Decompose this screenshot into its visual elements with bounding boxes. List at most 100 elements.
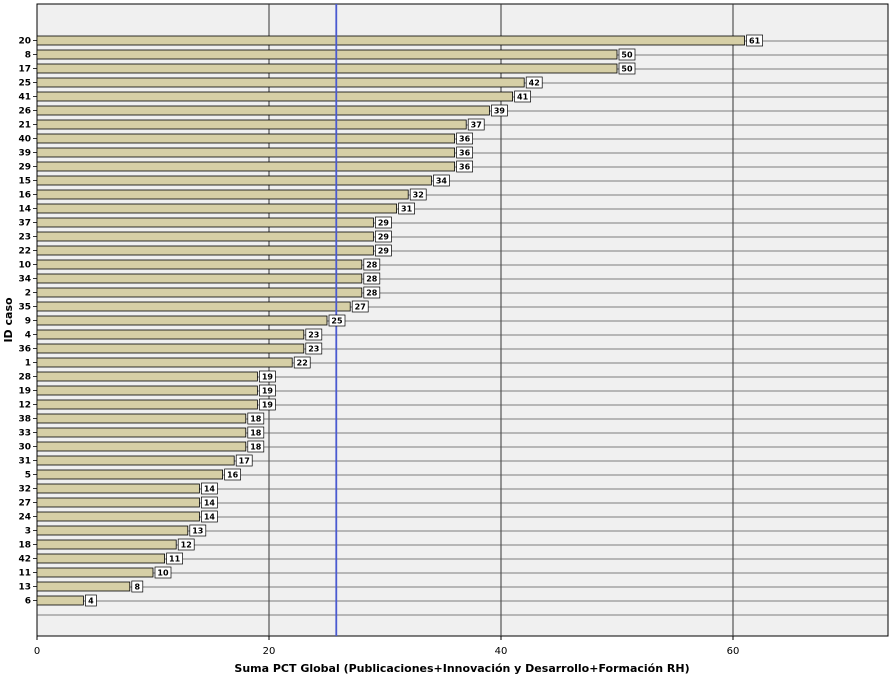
y-tick-label: 16 bbox=[18, 191, 31, 201]
data-label: 14 bbox=[204, 513, 216, 522]
y-tick-label: 39 bbox=[18, 149, 31, 159]
y-tick-label: 40 bbox=[18, 135, 31, 145]
bar bbox=[36, 413, 247, 424]
y-tick-label: 3 bbox=[25, 527, 31, 537]
bar bbox=[36, 497, 200, 508]
bar bbox=[36, 427, 247, 438]
data-label: 23 bbox=[308, 345, 319, 354]
data-label-box bbox=[514, 90, 531, 103]
data-label: 19 bbox=[262, 401, 274, 410]
data-label-box bbox=[166, 552, 183, 565]
data-label: 17 bbox=[239, 457, 250, 466]
y-tick-label: 25 bbox=[18, 79, 31, 89]
data-label-box bbox=[201, 510, 218, 523]
y-tick-label: 37 bbox=[18, 219, 31, 229]
y-tick-label: 11 bbox=[18, 569, 31, 579]
bar bbox=[36, 175, 432, 186]
y-tick-label: 6 bbox=[25, 597, 31, 607]
y-tick-label: 41 bbox=[18, 93, 31, 103]
data-label: 29 bbox=[378, 233, 390, 242]
data-label-box bbox=[259, 370, 276, 383]
data-label-box bbox=[363, 272, 381, 285]
data-label: 61 bbox=[749, 37, 761, 46]
bar bbox=[36, 231, 374, 242]
y-tick-label: 15 bbox=[18, 177, 31, 187]
bar bbox=[36, 77, 525, 88]
y-axis-title: ID caso bbox=[2, 297, 15, 343]
bar bbox=[36, 63, 618, 74]
y-tick-label: 12 bbox=[18, 401, 31, 411]
x-tick-label: 20 bbox=[263, 646, 276, 657]
bar bbox=[36, 35, 745, 46]
data-label: 28 bbox=[366, 289, 378, 298]
y-tick-label: 24 bbox=[18, 513, 31, 523]
data-label: 36 bbox=[459, 149, 471, 158]
y-tick-label: 9 bbox=[25, 317, 31, 327]
y-tick-label: 31 bbox=[18, 457, 31, 467]
y-tick-label: 36 bbox=[18, 345, 31, 355]
bar bbox=[36, 595, 84, 606]
bar bbox=[36, 567, 154, 578]
data-label: 32 bbox=[413, 191, 424, 200]
bar bbox=[36, 525, 189, 536]
bar bbox=[36, 399, 258, 410]
data-label-box bbox=[398, 202, 415, 215]
data-label-box bbox=[618, 48, 636, 61]
data-label-box bbox=[328, 314, 346, 327]
data-label: 19 bbox=[262, 373, 274, 382]
data-label: 18 bbox=[250, 443, 262, 452]
y-tick-label: 13 bbox=[18, 583, 31, 593]
data-label: 4 bbox=[88, 597, 94, 606]
data-label-box bbox=[363, 258, 381, 271]
data-label-box bbox=[375, 244, 392, 257]
x-tick-labels: 0 20 40 60 bbox=[34, 636, 740, 657]
bar bbox=[36, 371, 258, 382]
y-tick-label: 1 bbox=[25, 359, 31, 369]
data-label: 14 bbox=[204, 485, 216, 494]
x-tick-label: 60 bbox=[727, 646, 740, 657]
bar bbox=[36, 539, 177, 550]
y-tick-label: 2 bbox=[25, 289, 31, 299]
data-label-box bbox=[456, 146, 473, 159]
y-tick-label: 22 bbox=[18, 247, 31, 257]
data-label: 18 bbox=[250, 429, 262, 438]
data-label: 27 bbox=[355, 303, 366, 312]
bar bbox=[36, 385, 258, 396]
bar bbox=[36, 273, 363, 284]
data-label: 19 bbox=[262, 387, 274, 396]
data-label-box bbox=[375, 230, 392, 243]
y-tick-label: 26 bbox=[18, 107, 31, 117]
x-axis-title: Suma PCT Global (Publicaciones+Innovació… bbox=[234, 662, 689, 675]
y-tick-label: 27 bbox=[18, 499, 31, 509]
bar bbox=[36, 343, 305, 354]
data-label: 36 bbox=[459, 135, 471, 144]
bar bbox=[36, 259, 363, 270]
data-label-box bbox=[525, 76, 543, 89]
data-label: 25 bbox=[331, 317, 343, 326]
data-label: 37 bbox=[471, 121, 482, 130]
bar bbox=[36, 287, 363, 298]
data-label-box bbox=[154, 566, 172, 579]
data-label: 10 bbox=[157, 569, 169, 578]
bar bbox=[36, 189, 409, 200]
data-label-box bbox=[235, 454, 253, 467]
y-tick-label: 17 bbox=[18, 65, 31, 75]
data-label-box bbox=[259, 398, 276, 411]
bar bbox=[36, 105, 490, 116]
data-label-box bbox=[131, 580, 144, 593]
data-label: 14 bbox=[204, 499, 216, 508]
x-tick-label: 40 bbox=[495, 646, 508, 657]
x-tick-label: 0 bbox=[34, 646, 40, 657]
bar bbox=[36, 581, 131, 592]
y-tick-label: 18 bbox=[18, 541, 31, 551]
data-label: 31 bbox=[401, 205, 413, 214]
bar bbox=[36, 455, 235, 466]
bar bbox=[36, 147, 456, 158]
data-label-box bbox=[224, 468, 241, 481]
y-tick-labels: 2081725412621403929151614372322103423594… bbox=[18, 37, 37, 607]
data-label-box bbox=[491, 104, 508, 117]
bar bbox=[36, 315, 328, 326]
y-tick-label: 10 bbox=[18, 261, 31, 271]
bar bbox=[36, 91, 514, 102]
data-label: 41 bbox=[517, 93, 529, 102]
